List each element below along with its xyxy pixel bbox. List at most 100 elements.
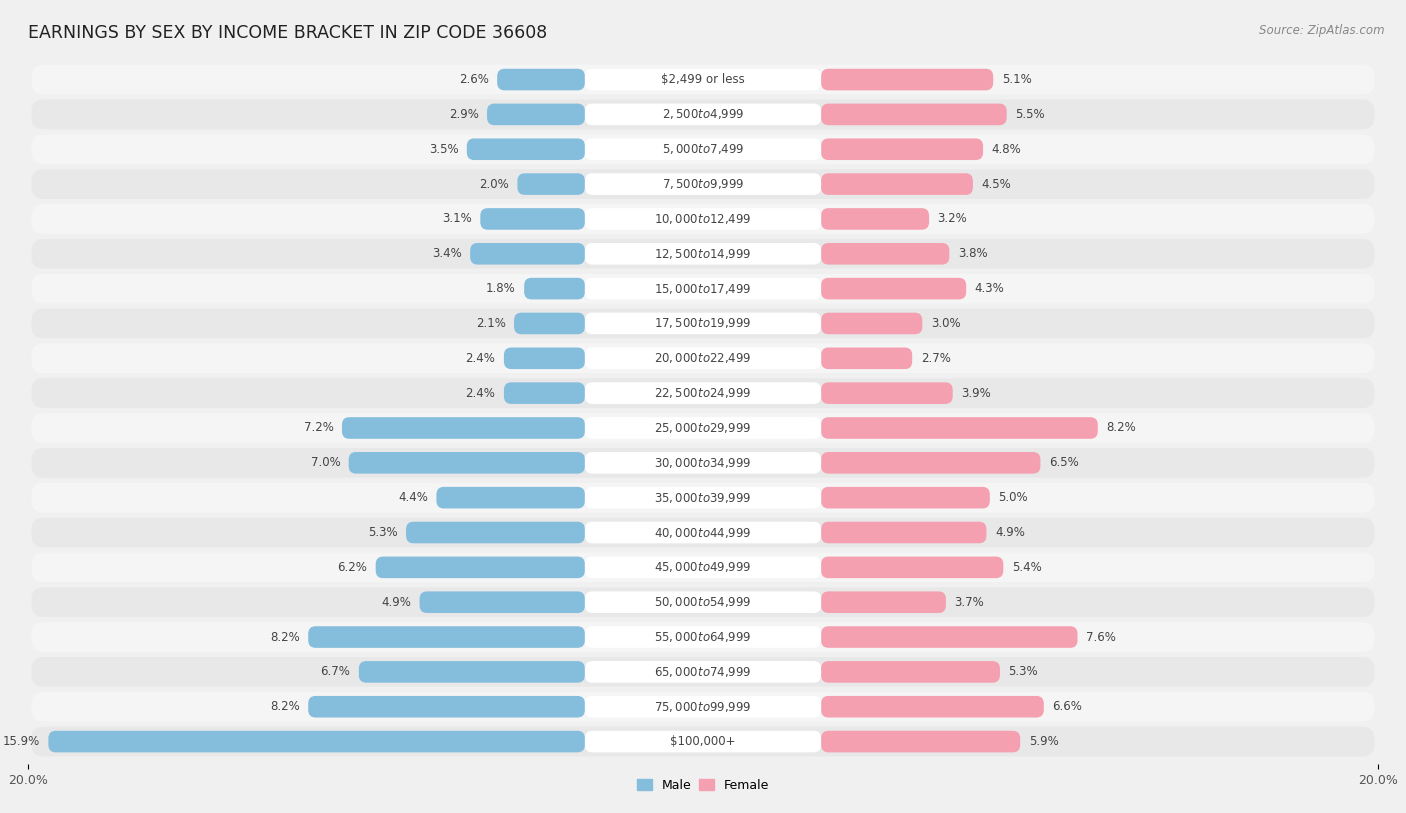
FancyBboxPatch shape [821,487,990,508]
FancyBboxPatch shape [821,173,973,195]
Text: 1.8%: 1.8% [486,282,516,295]
Text: 8.2%: 8.2% [270,700,299,713]
FancyBboxPatch shape [585,138,821,160]
Text: 2.1%: 2.1% [475,317,506,330]
FancyBboxPatch shape [821,138,983,160]
FancyBboxPatch shape [31,587,1375,617]
FancyBboxPatch shape [821,103,1007,125]
Text: 3.9%: 3.9% [962,387,991,400]
FancyBboxPatch shape [821,208,929,230]
FancyBboxPatch shape [349,452,585,474]
Text: $15,000 to $17,499: $15,000 to $17,499 [654,281,752,296]
Legend: Male, Female: Male, Female [631,774,775,797]
Text: 7.2%: 7.2% [304,421,333,434]
FancyBboxPatch shape [585,487,821,508]
FancyBboxPatch shape [821,347,912,369]
Text: $40,000 to $44,999: $40,000 to $44,999 [654,525,752,540]
FancyBboxPatch shape [31,727,1375,756]
Text: $25,000 to $29,999: $25,000 to $29,999 [654,421,752,435]
Text: 3.0%: 3.0% [931,317,960,330]
FancyBboxPatch shape [486,103,585,125]
Text: 3.5%: 3.5% [429,143,458,156]
Text: 4.9%: 4.9% [995,526,1025,539]
FancyBboxPatch shape [585,382,821,404]
Text: 4.5%: 4.5% [981,177,1011,190]
FancyBboxPatch shape [585,347,821,369]
FancyBboxPatch shape [585,313,821,334]
Text: 5.0%: 5.0% [998,491,1028,504]
Text: 4.8%: 4.8% [991,143,1021,156]
FancyBboxPatch shape [585,626,821,648]
FancyBboxPatch shape [585,591,821,613]
Text: 3.1%: 3.1% [441,212,472,225]
Text: $75,000 to $99,999: $75,000 to $99,999 [654,700,752,714]
FancyBboxPatch shape [375,557,585,578]
FancyBboxPatch shape [31,343,1375,373]
Text: EARNINGS BY SEX BY INCOME BRACKET IN ZIP CODE 36608: EARNINGS BY SEX BY INCOME BRACKET IN ZIP… [28,24,547,42]
FancyBboxPatch shape [821,69,993,90]
Text: 2.4%: 2.4% [465,352,495,365]
Text: 5.3%: 5.3% [1008,665,1038,678]
Text: 3.8%: 3.8% [957,247,987,260]
Text: $22,500 to $24,999: $22,500 to $24,999 [654,386,752,400]
FancyBboxPatch shape [419,591,585,613]
FancyBboxPatch shape [359,661,585,683]
FancyBboxPatch shape [31,274,1375,303]
FancyBboxPatch shape [821,278,966,299]
Text: $2,499 or less: $2,499 or less [661,73,745,86]
Text: 2.6%: 2.6% [458,73,489,86]
FancyBboxPatch shape [821,243,949,264]
FancyBboxPatch shape [821,731,1021,752]
Text: 2.0%: 2.0% [479,177,509,190]
Text: $65,000 to $74,999: $65,000 to $74,999 [654,665,752,679]
FancyBboxPatch shape [31,413,1375,443]
FancyBboxPatch shape [585,278,821,299]
Text: $20,000 to $22,499: $20,000 to $22,499 [654,351,752,365]
Text: 6.7%: 6.7% [321,665,350,678]
FancyBboxPatch shape [31,518,1375,547]
FancyBboxPatch shape [436,487,585,508]
FancyBboxPatch shape [470,243,585,264]
FancyBboxPatch shape [821,696,1043,718]
FancyBboxPatch shape [585,208,821,230]
Text: $55,000 to $64,999: $55,000 to $64,999 [654,630,752,644]
FancyBboxPatch shape [31,622,1375,652]
Text: $17,500 to $19,999: $17,500 to $19,999 [654,316,752,330]
Text: $45,000 to $49,999: $45,000 to $49,999 [654,560,752,574]
Text: $12,500 to $14,999: $12,500 to $14,999 [654,247,752,261]
FancyBboxPatch shape [31,99,1375,129]
FancyBboxPatch shape [585,731,821,752]
FancyBboxPatch shape [31,169,1375,199]
FancyBboxPatch shape [31,657,1375,687]
FancyBboxPatch shape [308,626,585,648]
FancyBboxPatch shape [31,309,1375,338]
Text: 4.9%: 4.9% [381,596,411,609]
FancyBboxPatch shape [31,483,1375,512]
Text: 6.6%: 6.6% [1052,700,1083,713]
Text: $50,000 to $54,999: $50,000 to $54,999 [654,595,752,609]
FancyBboxPatch shape [821,557,1004,578]
Text: 5.1%: 5.1% [1001,73,1032,86]
Text: $5,000 to $7,499: $5,000 to $7,499 [662,142,744,156]
FancyBboxPatch shape [821,591,946,613]
Text: 4.3%: 4.3% [974,282,1004,295]
FancyBboxPatch shape [31,378,1375,408]
Text: 5.3%: 5.3% [368,526,398,539]
Text: 7.0%: 7.0% [311,456,340,469]
FancyBboxPatch shape [406,522,585,543]
FancyBboxPatch shape [31,65,1375,94]
Text: $7,500 to $9,999: $7,500 to $9,999 [662,177,744,191]
FancyBboxPatch shape [585,557,821,578]
FancyBboxPatch shape [48,731,585,752]
Text: $2,500 to $4,999: $2,500 to $4,999 [662,107,744,121]
FancyBboxPatch shape [31,239,1375,268]
Text: 8.2%: 8.2% [1107,421,1136,434]
Text: 5.9%: 5.9% [1029,735,1059,748]
FancyBboxPatch shape [821,313,922,334]
FancyBboxPatch shape [821,661,1000,683]
FancyBboxPatch shape [585,417,821,439]
FancyBboxPatch shape [585,69,821,90]
FancyBboxPatch shape [498,69,585,90]
Text: 4.4%: 4.4% [398,491,427,504]
FancyBboxPatch shape [481,208,585,230]
